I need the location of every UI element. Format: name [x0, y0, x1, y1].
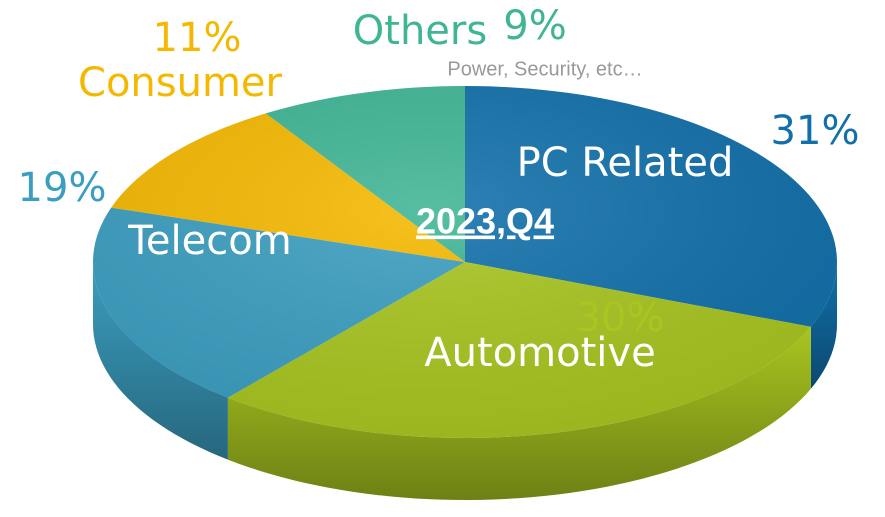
- gloss: [93, 86, 837, 438]
- data-label: 19%: [18, 165, 107, 211]
- category-label: PC Related: [517, 140, 734, 186]
- category-label: Consumer: [78, 60, 283, 106]
- data-label: 31%: [771, 108, 860, 154]
- slice-side-shade: [810, 262, 837, 389]
- slice-side-shade: [227, 326, 811, 500]
- category-label: Telecom: [127, 218, 291, 264]
- annotation: Power, Security, etc…: [447, 58, 642, 80]
- slice-side-shade: [93, 262, 228, 460]
- category-label: Automotive: [424, 330, 655, 376]
- data-label: 11%: [153, 15, 242, 61]
- data-label: 9%: [503, 3, 566, 49]
- data-label: 30%: [576, 295, 665, 341]
- chart-title: 2023,Q4: [416, 201, 554, 242]
- category-label: Others: [353, 8, 487, 54]
